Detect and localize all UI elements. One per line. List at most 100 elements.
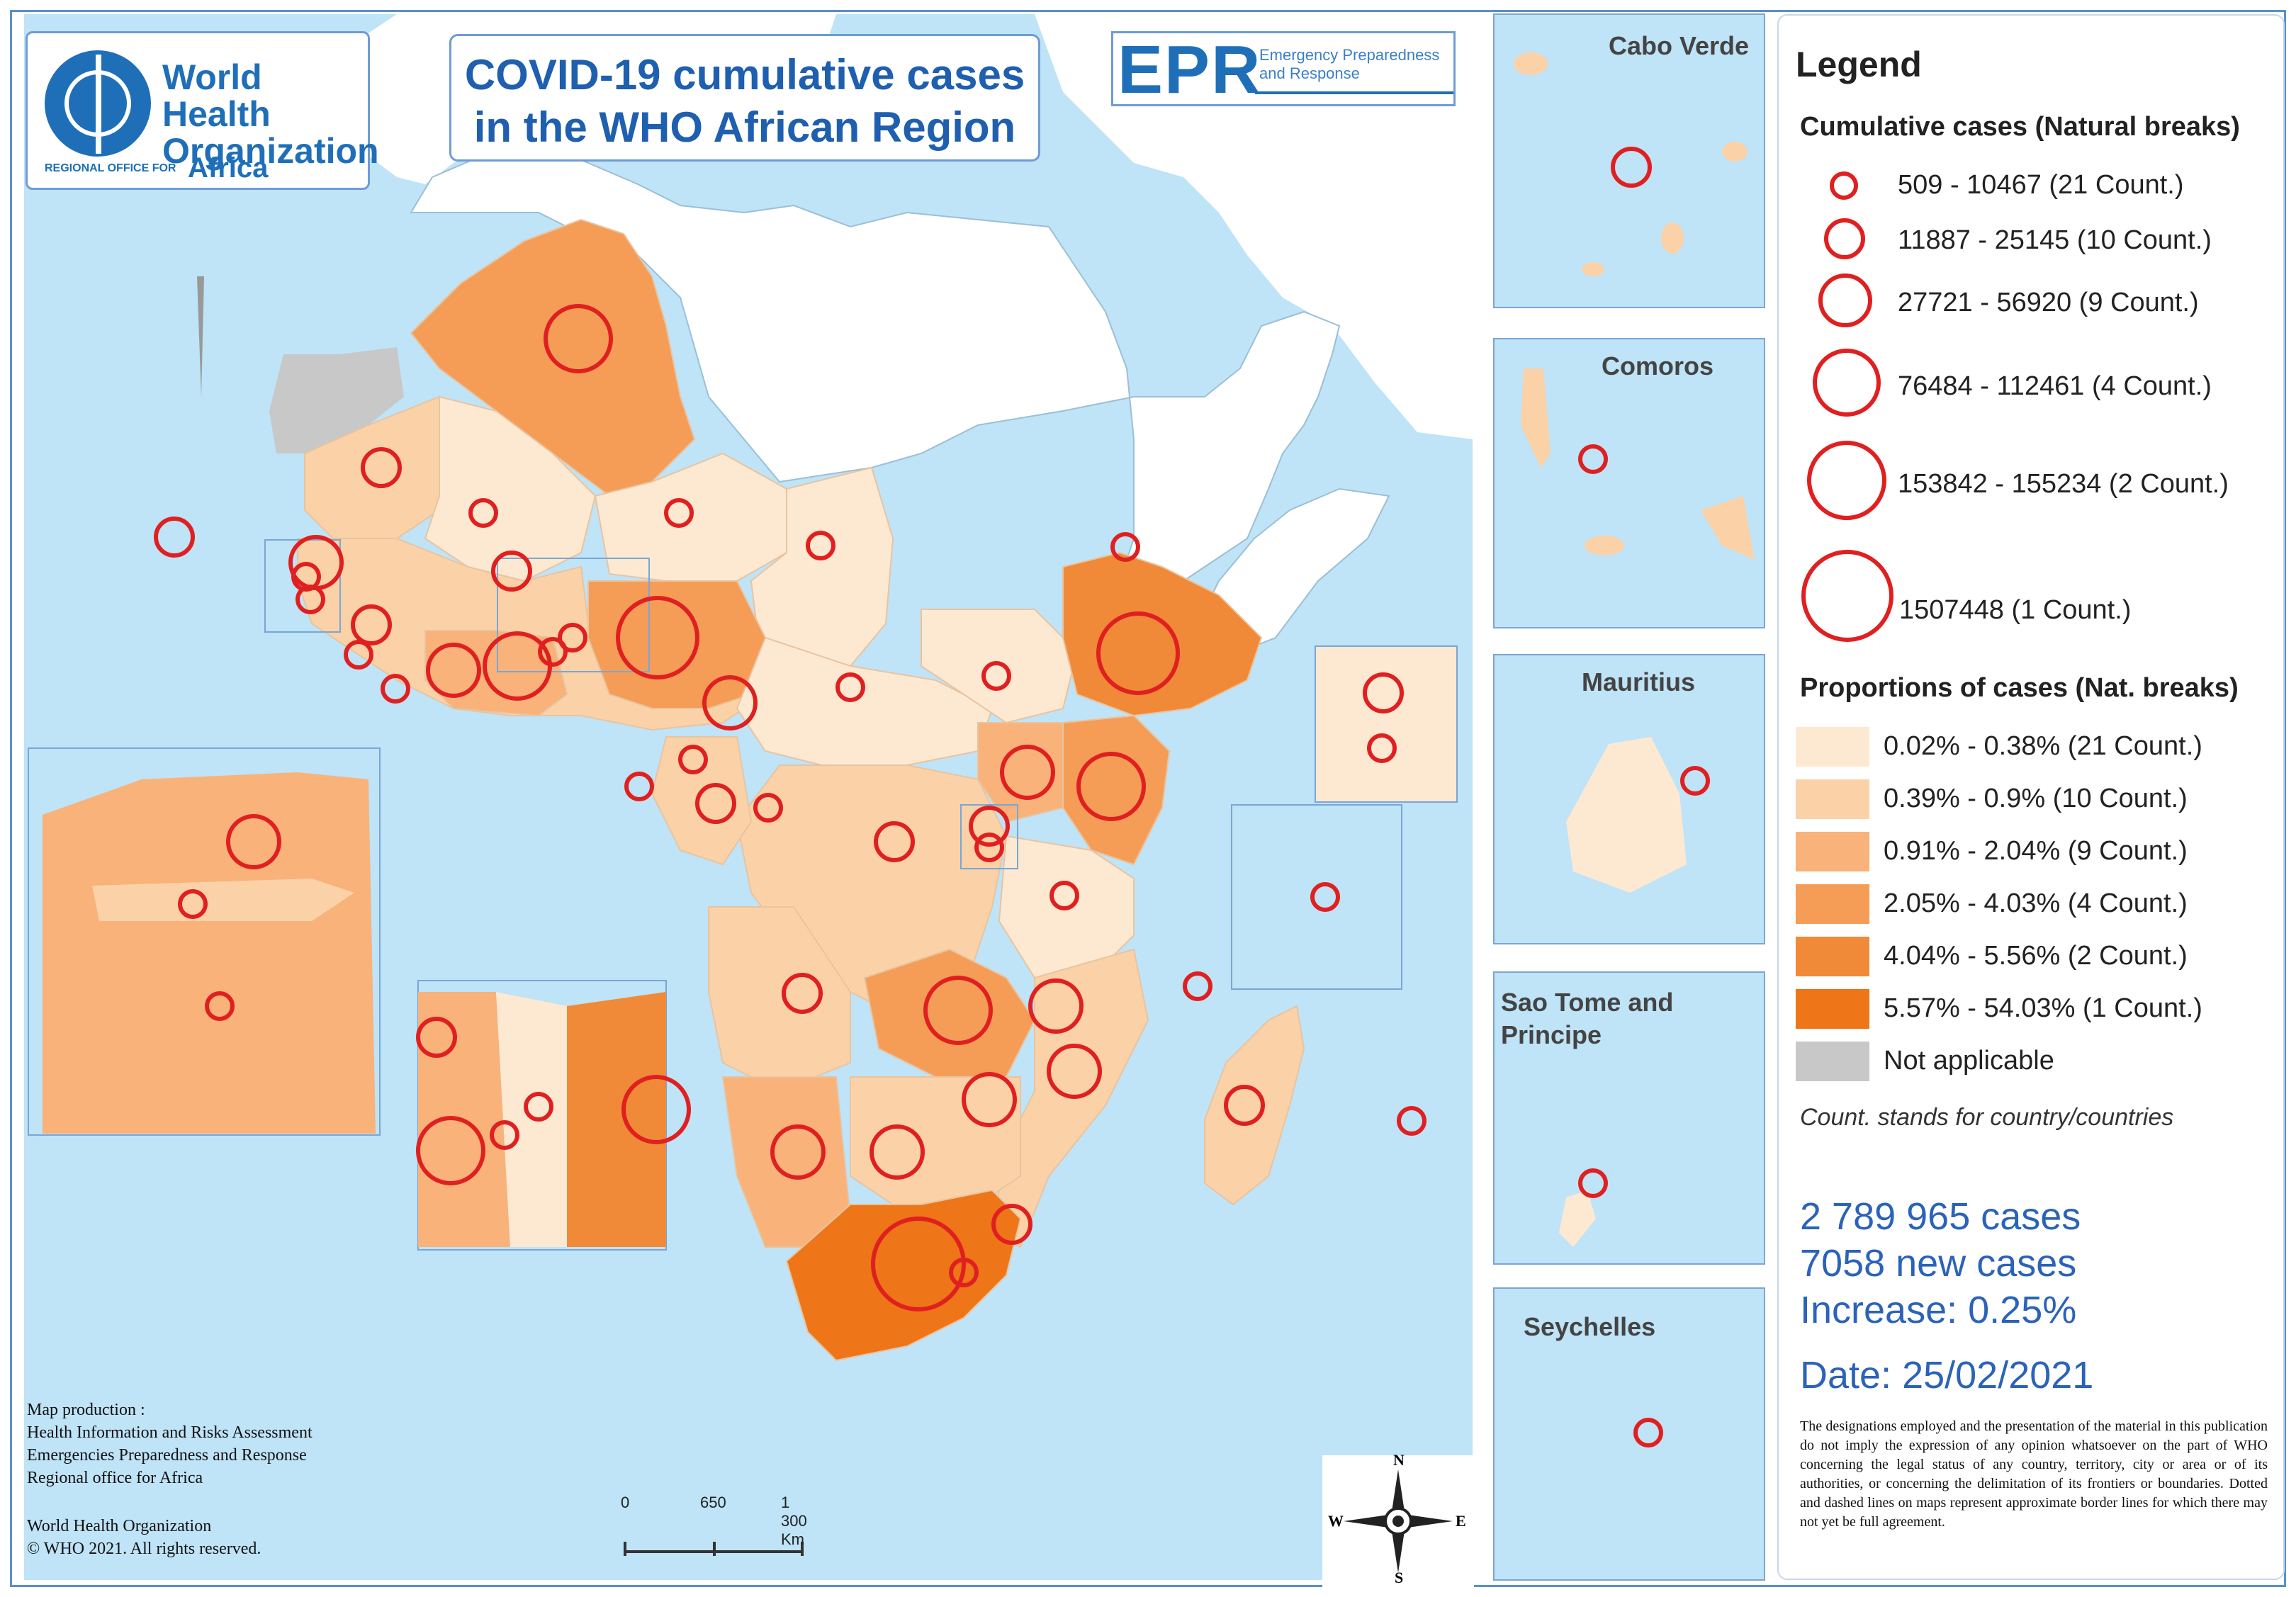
case-circle-marker <box>1363 672 1404 713</box>
comoros-island <box>1521 368 1551 468</box>
legend-proportions-heading: Proportions of cases (Nat. breaks) <box>1800 673 2239 703</box>
compass-north: N <box>1393 1451 1405 1469</box>
case-circle-marker <box>1049 881 1079 910</box>
inset-title-mauritius: Mauritius <box>1582 667 1696 696</box>
kenya <box>1062 714 1171 866</box>
case-circle-marker <box>695 783 736 824</box>
legend-swatch-row: 5.57% - 54.03% (1 Count.) <box>1796 989 2278 1029</box>
case-circle-marker <box>991 1204 1032 1245</box>
legend-swatch-label: 2.05% - 4.03% (4 Count.) <box>1884 888 2188 918</box>
legend-circle-label: 1507448 (1 Count.) <box>1899 595 2132 625</box>
case-circle-marker <box>351 604 392 645</box>
nigeria <box>587 580 767 709</box>
case-circle-marker <box>1076 752 1146 821</box>
stat-date: Date: 25/02/2021 <box>1800 1354 2094 1396</box>
case-circle-marker <box>416 1017 457 1058</box>
cabo-verde-island <box>1722 142 1748 162</box>
legend-swatch-row: 0.39% - 0.9% (10 Count.) <box>1796 779 2278 819</box>
case-circle-marker <box>1578 444 1608 474</box>
inset-indian-ocean <box>1231 804 1402 990</box>
scale-label: 650 <box>700 1494 726 1511</box>
who-staff-icon <box>96 55 101 154</box>
case-circle-marker <box>621 1075 691 1144</box>
case-circle-marker <box>558 623 587 653</box>
case-circle-marker <box>949 1258 979 1287</box>
credit-line: Health Information and Risks Assessment <box>27 1423 313 1442</box>
case-circle-marker <box>381 674 410 704</box>
comoros-island <box>1585 536 1624 555</box>
scale-label: 1 300 Km <box>781 1494 807 1548</box>
case-circle-marker <box>770 1124 826 1180</box>
case-circle-marker <box>702 675 758 730</box>
case-circle-marker <box>296 585 325 614</box>
legend-circle-label: 153842 - 155234 (2 Count.) <box>1898 469 2229 499</box>
legend-swatch-row: 4.04% - 5.56% (2 Count.) <box>1796 937 2278 976</box>
case-circle-marker <box>1096 611 1180 695</box>
middle-east-land <box>1035 14 1473 439</box>
mauritius-island <box>1566 737 1687 893</box>
map-frame <box>10 10 2286 1587</box>
who-region: Africa <box>188 152 269 184</box>
legend-circle-label: 76484 - 112461 (4 Count.) <box>1898 371 2212 401</box>
inset-title-comoros: Comoros <box>1602 351 1714 380</box>
case-circle-marker <box>1680 766 1710 796</box>
inset-seychelles <box>1493 1287 1765 1581</box>
case-circle-marker <box>962 1072 1017 1127</box>
legend-circle-symbol <box>1830 171 1858 200</box>
case-circle-marker <box>616 596 699 679</box>
legend-circle-symbol <box>1813 349 1881 417</box>
legend-circles-heading: Cumulative cases (Natural breaks) <box>1800 112 2240 142</box>
inset-marker-east <box>960 804 1018 869</box>
legend-circle-symbol <box>1801 550 1893 642</box>
case-circle-marker <box>678 745 708 774</box>
legend-swatch-row: 0.91% - 2.04% (9 Count.) <box>1796 832 2278 871</box>
case-circle-marker <box>538 637 568 667</box>
case-circle-marker <box>205 991 235 1021</box>
case-circle-marker <box>154 517 195 558</box>
case-circle-marker <box>1224 1085 1265 1126</box>
legend-swatch-label: 0.39% - 0.9% (10 Count.) <box>1884 784 2188 813</box>
map-production-credit: Map production : Health Information and … <box>27 1399 313 1489</box>
disclaimer-text: The designations employed and the presen… <box>1800 1418 2268 1530</box>
case-circle-marker <box>490 1120 519 1150</box>
legend-swatch-label: 0.91% - 2.04% (9 Count.) <box>1884 836 2188 866</box>
cabo-verde-island <box>1661 222 1684 254</box>
compass-east: E <box>1456 1512 1466 1530</box>
epr-full-name: Emergency Preparedness and Response <box>1259 46 1440 82</box>
who-logo: World Health Organization REGIONAL OFFIC… <box>26 31 379 190</box>
case-circle-marker <box>624 772 654 801</box>
western-sahara <box>269 347 404 453</box>
case-circle-marker <box>178 889 208 919</box>
inset-title-cabo-verde: Cabo Verde <box>1609 31 1750 60</box>
inset-marker-guinea <box>497 558 650 672</box>
case-circle-marker <box>524 1092 553 1122</box>
case-circle-marker <box>344 640 373 670</box>
legend-circle-label: 509 - 10467 (21 Count.) <box>1898 170 2184 200</box>
cabo-verde-island <box>1582 262 1604 276</box>
legend-circle-symbol <box>1824 218 1865 259</box>
legend-swatch-label: 5.57% - 54.03% (1 Count.) <box>1884 993 2202 1023</box>
legend-swatch-row: Not applicable <box>1796 1042 2278 1081</box>
map-title-box: COVID-19 cumulative cases in the WHO Afr… <box>449 34 1040 162</box>
inset-senegal-land <box>43 772 376 1134</box>
mali <box>424 395 597 582</box>
case-circle-marker <box>969 806 1010 847</box>
south-sudan <box>921 609 1079 724</box>
case-circle-marker <box>361 447 402 488</box>
case-circle-marker <box>1028 978 1084 1034</box>
madagascar <box>1204 1005 1305 1206</box>
case-circle-marker <box>782 973 823 1014</box>
legend-swatch <box>1796 937 1869 976</box>
case-circle-marker <box>1611 147 1652 188</box>
case-circle-marker <box>1367 733 1397 763</box>
legend-swatch-row: 0.02% - 0.38% (21 Count.) <box>1796 727 2278 767</box>
case-circle-marker <box>1110 532 1140 562</box>
legend-swatch <box>1796 1042 1869 1081</box>
legend-heading: Legend <box>1796 45 1922 84</box>
case-circle-marker <box>226 814 281 869</box>
legend-swatch-label: 0.02% - 0.38% (21 Count.) <box>1884 731 2202 761</box>
case-circle-marker <box>1000 745 1055 800</box>
case-circle-marker <box>491 551 532 592</box>
case-circle-marker <box>871 1217 966 1311</box>
